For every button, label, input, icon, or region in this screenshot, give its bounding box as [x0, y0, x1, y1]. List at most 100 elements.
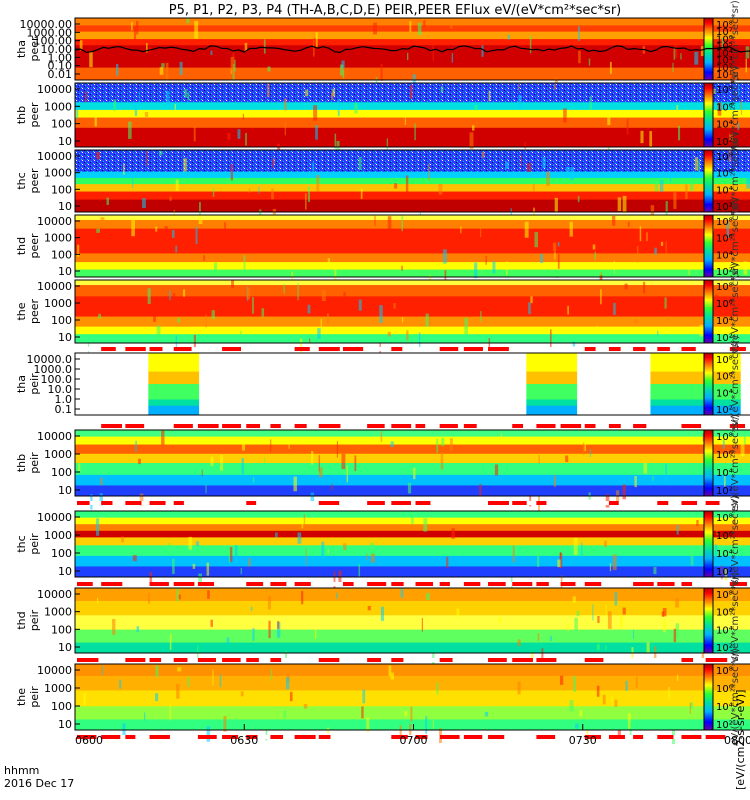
heatmap-texture: [195, 226, 198, 244]
heatmap-texture: [631, 647, 634, 661]
heatmap-texture: [169, 633, 172, 651]
colorbar-tick-label: 10⁶: [716, 372, 733, 383]
heatmap-texture: [336, 140, 340, 158]
heatmap-band: [75, 334, 750, 344]
flag-segment: [729, 582, 748, 586]
colorbar: [703, 587, 714, 654]
spacecraft-potential-line: [74, 45, 750, 54]
heatmap-texture: [131, 218, 135, 237]
heatmap-texture: [660, 241, 664, 246]
heatmap-texture: [529, 35, 532, 54]
flag-segment: [608, 424, 621, 428]
heatmap-band: [75, 269, 750, 278]
heatmap-texture: [654, 646, 657, 662]
heatmap-texture: [557, 254, 560, 269]
colorbar-tick-label: 10⁶: [716, 299, 733, 310]
heatmap-texture: [214, 262, 218, 274]
heatmap-band: [75, 642, 750, 654]
colorbar-tick-label: 10⁸: [716, 217, 733, 228]
heatmap-texture: [646, 232, 648, 242]
heatmap-texture: [524, 141, 526, 149]
colorbar: [703, 149, 714, 213]
heatmap-texture: [464, 317, 468, 335]
heatmap-texture: [581, 542, 583, 557]
heatmap-band: [75, 430, 750, 438]
heatmap-thc-peer: [75, 150, 750, 226]
heatmap-texture: [438, 184, 443, 195]
heatmap-texture: [380, 63, 383, 81]
heatmap-texture: [405, 175, 409, 193]
heatmap-texture: [211, 310, 215, 320]
x-tick-label: 0730: [569, 734, 597, 747]
heatmap-texture: [488, 90, 491, 102]
heatmap-texture: [567, 624, 570, 631]
heatmap-texture: [240, 691, 244, 697]
colorbar-unit-text: eV/(eV*cm²*sec*sr): [730, 66, 741, 164]
heatmap-texture: [484, 711, 489, 717]
heatmap-band: [75, 31, 750, 40]
heatmap-texture: [553, 242, 557, 252]
heatmap-texture: [231, 280, 235, 288]
heatmap-texture: [272, 159, 275, 168]
heatmap-texture: [577, 196, 580, 203]
heatmap-texture: [169, 196, 172, 201]
flag-segment: [439, 735, 460, 739]
flag-segment: [197, 735, 217, 739]
heatmap-texture: [589, 449, 591, 458]
flag-segment: [657, 347, 670, 351]
flag-segment: [681, 658, 694, 662]
heatmap-band: [75, 545, 750, 557]
heatmap-texture: [358, 299, 362, 311]
heatmap-band: [75, 25, 750, 33]
heatmap-texture: [565, 455, 569, 463]
y-tick-label: 1000: [44, 529, 72, 542]
heatmap-texture: [444, 270, 447, 281]
flag-segment: [681, 501, 698, 505]
heatmap-texture: [155, 665, 159, 677]
x-tick-label: 0800: [724, 734, 750, 747]
heatmap-band: [75, 555, 750, 567]
heatmap-texture: [165, 90, 170, 106]
heatmap-texture: [297, 532, 302, 544]
y-tick-label: 10000: [37, 430, 72, 443]
heatmap-texture: [261, 308, 265, 317]
heatmap-texture: [512, 545, 515, 563]
heatmap-texture: [319, 467, 323, 478]
heatmap-texture: [536, 553, 540, 567]
heatmap-texture: [654, 181, 659, 192]
heatmap-texture: [203, 255, 206, 261]
heatmap-texture: [597, 615, 600, 624]
heatmap-band: [75, 436, 750, 446]
heatmap-texture: [341, 454, 346, 470]
heatmap-texture: [517, 639, 521, 647]
heatmap-texture: [183, 158, 187, 172]
heatmap-texture: [743, 261, 748, 275]
y-tick-label: 100: [51, 183, 72, 196]
flag-bar-bg: [75, 424, 750, 428]
y-tick-label: 1000: [44, 606, 72, 619]
heatmap-band: [75, 566, 750, 578]
heatmap-texture: [165, 62, 169, 81]
x-tick-label: 0600: [75, 734, 103, 747]
heatmap-band: [75, 474, 750, 486]
heatmap-texture: [428, 316, 431, 326]
flag-segment: [173, 424, 193, 428]
heatmap-band: [75, 316, 750, 328]
heatmap-texture: [639, 226, 642, 242]
heatmap-texture: [284, 650, 287, 662]
colorbar-tick-label: 10²: [716, 267, 733, 278]
heatmap-texture: [557, 559, 561, 568]
heatmap-texture: [339, 64, 344, 76]
heatmap-texture: [627, 713, 631, 729]
heatmap-texture: [386, 138, 389, 150]
heatmap-texture: [449, 438, 453, 451]
heatmap-texture: [121, 536, 124, 543]
heatmap-texture: [721, 646, 725, 654]
heatmap-texture: [432, 44, 434, 61]
heatmap-texture: [481, 45, 484, 57]
colorbar-tick-label: 10⁸: [716, 282, 733, 293]
heatmap-texture: [98, 313, 102, 319]
flag-bar-peer: [75, 347, 750, 351]
flag-segment: [77, 501, 90, 505]
